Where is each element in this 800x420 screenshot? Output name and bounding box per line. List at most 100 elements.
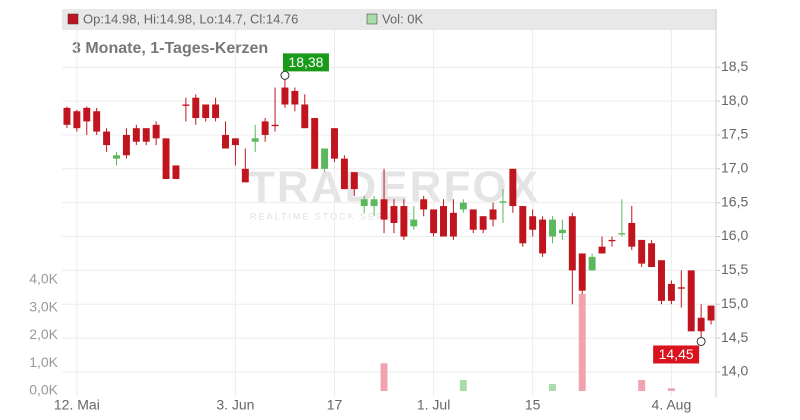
- candle-body: [281, 87, 289, 105]
- candle-body: [420, 199, 428, 210]
- candle-body: [360, 199, 368, 207]
- legend-volume-swatch: [366, 13, 378, 25]
- annotation-label: 18,38: [288, 54, 323, 70]
- watermark-sub: REALTIME STOCK SERVICE: [250, 211, 414, 221]
- candle-body: [687, 270, 695, 332]
- candle-body: [291, 90, 299, 105]
- candle-body: [132, 128, 140, 142]
- legend-ohlc-swatch: [67, 13, 79, 25]
- candle-body: [331, 128, 338, 159]
- y-tick-label: 15,0: [721, 295, 748, 311]
- candle-body: [469, 209, 477, 230]
- candle-body: [479, 216, 487, 230]
- volume-tick-label: 4,0K: [29, 271, 58, 287]
- candle-body: [707, 305, 715, 321]
- candle-body: [380, 199, 388, 220]
- candle-body: [568, 216, 576, 271]
- annotation-marker: [280, 70, 290, 80]
- x-tick-label: 4. Aug: [652, 397, 692, 413]
- x-tick-label: 1. Jul: [417, 397, 450, 413]
- candle-body: [192, 97, 200, 119]
- candle-body: [73, 111, 81, 129]
- candle-body: [311, 118, 319, 169]
- candle-body: [231, 138, 239, 146]
- x-tick-label: 12. Mai: [54, 397, 100, 413]
- candle-body: [628, 222, 636, 247]
- volume-tick-label: 0,0K: [29, 382, 58, 398]
- volume-bar: [380, 363, 388, 392]
- candle-body: [529, 216, 537, 230]
- annotation-label: 14,45: [659, 346, 694, 362]
- volume-tick-label: 3,0K: [29, 298, 58, 314]
- legend-volume: Vol: 0K: [382, 11, 424, 26]
- candle-body: [618, 233, 626, 235]
- candle-body: [83, 107, 91, 122]
- candle-body: [113, 155, 120, 159]
- x-tick-label: 3. Jun: [216, 397, 254, 413]
- candle-body: [430, 209, 438, 234]
- candle-body: [172, 165, 180, 179]
- candle-body: [667, 283, 675, 301]
- candle-body: [152, 124, 160, 139]
- candle-body: [558, 229, 566, 234]
- candle-body: [449, 212, 457, 237]
- candle-body: [539, 219, 547, 254]
- volume-bar: [667, 388, 675, 392]
- candle-body: [440, 206, 447, 237]
- legend-band: [62, 9, 716, 30]
- candle-body: [301, 104, 309, 129]
- candle-body: [658, 260, 665, 301]
- annotation-box: [653, 345, 700, 364]
- candle-body: [390, 206, 398, 223]
- y-tick-label: 18,5: [721, 58, 748, 74]
- candle-body: [241, 168, 249, 183]
- candle-body: [63, 107, 71, 125]
- candle-body: [410, 219, 418, 227]
- candle-body: [251, 138, 259, 142]
- y-tick-label: 14,0: [721, 363, 748, 379]
- candle-body: [648, 243, 656, 267]
- y-tick-label: 15,5: [721, 261, 748, 277]
- candle-body: [350, 172, 358, 190]
- candle-body: [509, 168, 517, 207]
- candle-body: [212, 104, 220, 119]
- candle-body: [519, 206, 527, 244]
- candle-body: [202, 104, 210, 119]
- candle-body: [222, 134, 229, 149]
- y-tick-label: 18,0: [721, 92, 748, 108]
- volume-bar: [638, 379, 646, 392]
- candle-body: [370, 199, 378, 207]
- candle-body: [340, 158, 348, 190]
- candle-body: [261, 121, 269, 135]
- annotation-marker: [696, 336, 706, 346]
- candle-body: [578, 253, 586, 291]
- volume-tick-label: 1,0K: [29, 354, 58, 370]
- candle-body: [93, 111, 101, 132]
- candle-body: [122, 134, 130, 156]
- candle-body: [697, 317, 705, 332]
- candle-body: [400, 206, 408, 237]
- candle-body: [549, 219, 556, 237]
- candle-body: [588, 256, 596, 271]
- candle-body: [182, 104, 190, 106]
- y-tick-label: 17,0: [721, 160, 748, 176]
- candle-body: [142, 128, 150, 142]
- candle-body: [677, 287, 685, 289]
- candle-body: [459, 202, 467, 210]
- candle-body: [608, 239, 616, 242]
- subtitle: 3 Monate, 1-Tages-Kerzen: [72, 40, 268, 57]
- volume-bar: [459, 379, 467, 392]
- legend-ohlc: Op:14.98, Hi:14.98, Lo:14.7, Cl:14.76: [83, 11, 298, 26]
- y-tick-label: 14,5: [721, 329, 748, 345]
- candle-body: [638, 239, 646, 264]
- volume-bar: [578, 293, 586, 392]
- candle-body: [321, 148, 329, 169]
- candle-body: [598, 246, 606, 254]
- candle-body: [489, 209, 497, 220]
- volume-tick-label: 2,0K: [29, 326, 58, 342]
- x-tick-label: 15: [525, 397, 541, 413]
- x-tick-label: 17: [327, 397, 343, 413]
- candle-body: [162, 138, 170, 179]
- watermark: TRADERFOX: [248, 163, 538, 212]
